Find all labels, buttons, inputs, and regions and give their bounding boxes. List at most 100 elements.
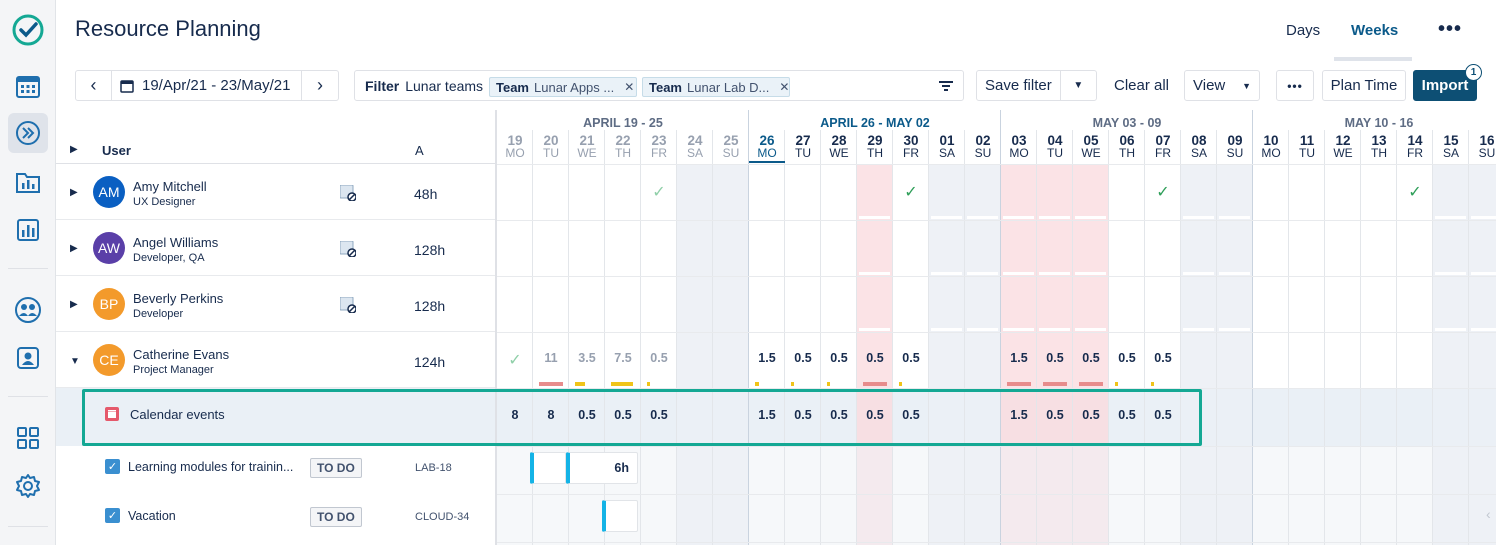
filter-chip-team-apps[interactable]: Team Lunar Apps ... ✕	[489, 77, 637, 97]
day-header[interactable]: 09 SU	[1217, 134, 1253, 160]
calendar-sync-off-icon[interactable]	[340, 297, 356, 313]
day-header[interactable]: 11 TU	[1289, 134, 1325, 160]
day-header[interactable]: 12 WE	[1325, 134, 1361, 160]
day-header[interactable]: 26 MO	[749, 134, 785, 160]
next-period-button[interactable]: ›	[317, 75, 323, 95]
issue-key[interactable]: CLOUD-34	[415, 511, 470, 523]
filter-chip-team-lab[interactable]: Team Lunar Lab D... ✕	[642, 77, 790, 97]
day-header[interactable]: 24 SA	[677, 134, 713, 160]
teams-icon[interactable]	[8, 290, 48, 330]
day-header[interactable]: 29 TH	[857, 134, 893, 160]
capacity-bar	[751, 328, 782, 331]
day-header[interactable]: 30 FR	[893, 134, 929, 160]
tab-days[interactable]: Days	[1286, 22, 1321, 39]
day-header[interactable]: 25 SU	[713, 134, 749, 160]
capacity-bar	[1183, 216, 1214, 219]
view-dropdown[interactable]: View ▼	[1184, 70, 1260, 101]
day-header[interactable]: 04 TU	[1037, 134, 1073, 160]
import-button[interactable]: Import 1	[1413, 64, 1482, 101]
day-header[interactable]: 08 SA	[1181, 134, 1217, 160]
tab-weeks[interactable]: Weeks	[1351, 22, 1399, 39]
day-header[interactable]: 01 SA	[929, 134, 965, 160]
day-header[interactable]: 23 FR	[641, 134, 677, 160]
workload-bar	[1007, 382, 1031, 386]
chart-icon[interactable]	[8, 210, 48, 250]
day-header[interactable]: 27 TU	[785, 134, 821, 160]
user-profile-icon[interactable]	[8, 338, 48, 378]
scroll-right-icon[interactable]: ‹	[1486, 506, 1491, 522]
day-header[interactable]: 20 TU	[533, 134, 569, 160]
day-header[interactable]: 03 MO	[1001, 134, 1037, 160]
settings-gear-icon[interactable]	[8, 466, 48, 506]
remove-chip-icon[interactable]: ✕	[779, 80, 790, 94]
task-time-block[interactable]	[602, 500, 638, 532]
date-range-picker[interactable]: 19/Apr/21 - 23/May/21	[112, 71, 302, 100]
day-header[interactable]: 28 WE	[821, 134, 857, 160]
user-column-header[interactable]: User	[102, 143, 131, 158]
app-logo-icon[interactable]	[8, 10, 48, 50]
day-header[interactable]: 07 FR	[1145, 134, 1181, 160]
capacity-bar	[1471, 328, 1496, 331]
grid-column-line	[1360, 130, 1361, 545]
capacity-bar	[931, 328, 962, 331]
task-time-block[interactable]	[530, 452, 566, 484]
status-badge[interactable]: TO DO	[310, 458, 362, 478]
day-header[interactable]: 14 FR	[1397, 134, 1433, 160]
save-filter-button[interactable]: Save filter	[977, 71, 1061, 100]
expand-row-icon[interactable]: ▶	[70, 243, 78, 254]
checkbox-checked-icon[interactable]: ✓	[105, 459, 120, 474]
day-header[interactable]: 06 TH	[1109, 134, 1145, 160]
filter-funnel-icon[interactable]	[939, 80, 953, 92]
day-header[interactable]: 13 TH	[1361, 134, 1397, 160]
weekday-label: TU	[1047, 146, 1063, 160]
day-header[interactable]: 16 SU	[1469, 134, 1496, 160]
day-header[interactable]: 05 WE	[1073, 134, 1109, 160]
hours-column-header[interactable]: A	[415, 143, 424, 158]
status-badge[interactable]: TO DO	[310, 507, 362, 527]
clear-all-button[interactable]: Clear all	[1114, 77, 1170, 94]
collapse-row-icon[interactable]: ▼	[70, 356, 80, 367]
user-row-expanded[interactable]: ▼ CE Catherine Evans Project Manager 124…	[56, 332, 496, 388]
capacity-bar	[1327, 216, 1358, 219]
day-header[interactable]: 22 TH	[605, 134, 641, 160]
user-name: Angel Williams	[133, 235, 219, 250]
check-icon: ✓	[1408, 184, 1422, 201]
day-header[interactable]: 15 SA	[1433, 134, 1469, 160]
calendar-sync-off-icon[interactable]	[340, 185, 356, 201]
task-time-block[interactable]: 6h	[566, 452, 638, 484]
calendar-icon[interactable]	[8, 66, 48, 106]
planning-icon[interactable]	[8, 113, 48, 153]
task-row[interactable]: ✓ Vacation TO DO CLOUD-34	[56, 494, 496, 538]
capacity-bar	[1399, 272, 1430, 275]
task-row[interactable]: ✓ Learning modules for trainin... TO DO …	[56, 446, 496, 490]
reports-folder-icon[interactable]	[8, 162, 48, 202]
prev-period-button[interactable]: ‹	[76, 71, 112, 100]
save-filter-dropdown-icon[interactable]: ▼	[1073, 80, 1084, 91]
capacity-bar	[895, 272, 926, 275]
user-row[interactable]: ▶ AW Angel Williams Developer, QA 128h	[56, 220, 496, 276]
more-actions-button[interactable]: •••	[1276, 70, 1314, 101]
user-row[interactable]: ▶ BP Beverly Perkins Developer 128h	[56, 276, 496, 332]
pane-divider[interactable]	[495, 110, 497, 545]
more-options-icon[interactable]: •••	[1438, 18, 1463, 40]
plan-time-button[interactable]: Plan Time	[1322, 70, 1406, 101]
day-header[interactable]: 21 WE	[569, 134, 605, 160]
user-row[interactable]: ▶ AM Amy Mitchell UX Designer 48h	[56, 164, 496, 220]
filter-bar[interactable]: Filter Lunar teams Team Lunar Apps ... ✕…	[354, 70, 964, 101]
issue-key[interactable]: LAB-18	[415, 462, 452, 474]
expand-row-icon[interactable]: ▶	[70, 299, 78, 310]
day-header[interactable]: 10 MO	[1253, 134, 1289, 160]
day-number: 21	[579, 133, 595, 148]
expand-all-icon[interactable]: ▶	[70, 144, 78, 155]
checkbox-checked-icon[interactable]: ✓	[105, 508, 120, 523]
day-header[interactable]: 19 MO	[497, 134, 533, 160]
day-number: 05	[1083, 133, 1099, 148]
grid-column-line	[1180, 130, 1181, 545]
calendar-sync-off-icon[interactable]	[340, 241, 356, 257]
expand-row-icon[interactable]: ▶	[70, 187, 78, 198]
grid-row-line	[497, 276, 1496, 277]
apps-grid-icon[interactable]	[8, 418, 48, 458]
workload-bar	[1115, 382, 1118, 386]
remove-chip-icon[interactable]: ✕	[624, 80, 635, 94]
day-header[interactable]: 02 SU	[965, 134, 1001, 160]
